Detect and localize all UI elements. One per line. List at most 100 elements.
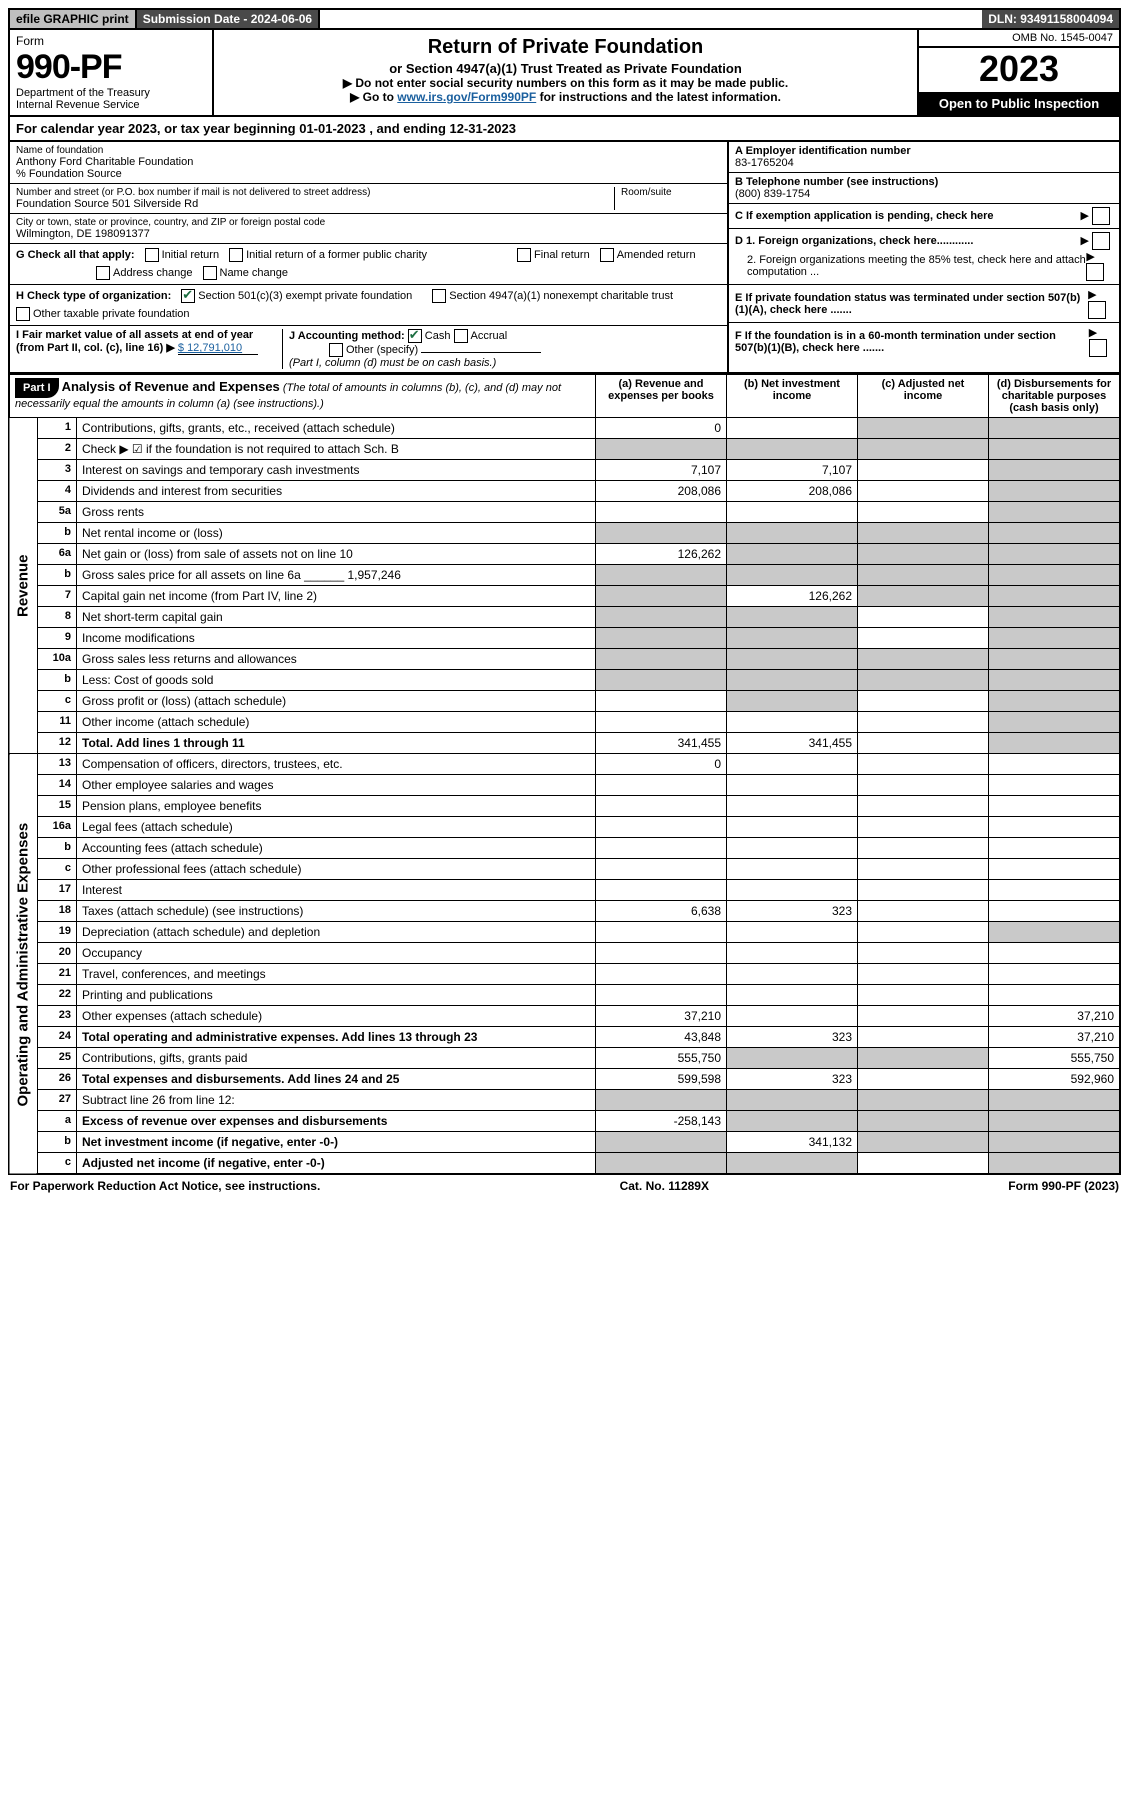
instructions-link[interactable]: www.irs.gov/Form990PF (397, 90, 536, 104)
table-row: 8Net short-term capital gain (9, 607, 1120, 628)
501c3-checkbox[interactable] (181, 289, 195, 303)
line-description: Depreciation (attach schedule) and deple… (77, 922, 596, 943)
cell-value (727, 775, 858, 796)
line-description: Accounting fees (attach schedule) (77, 838, 596, 859)
revenue-sidebar: Revenue (9, 418, 38, 754)
cell-value (989, 775, 1121, 796)
cell-value (727, 817, 858, 838)
line-description: Net rental income or (loss) (77, 523, 596, 544)
cash-method-checkbox[interactable] (408, 329, 422, 343)
table-row: 3Interest on savings and temporary cash … (9, 460, 1120, 481)
cell-value: 341,455 (596, 733, 727, 754)
cell-value: 323 (727, 1069, 858, 1090)
col-b-header: (b) Net investment income (727, 375, 858, 418)
foundation-name: Anthony Ford Charitable Foundation (16, 156, 721, 168)
cell-value (858, 1048, 989, 1069)
cell-value (596, 670, 727, 691)
cell-value (989, 901, 1121, 922)
exemption-pending-checkbox[interactable] (1092, 207, 1110, 225)
cell-value: 37,210 (596, 1006, 727, 1027)
cell-value (858, 544, 989, 565)
form-subtitle: or Section 4947(a)(1) Trust Treated as P… (220, 61, 911, 76)
line-description: Printing and publications (77, 985, 596, 1006)
final-return-checkbox[interactable] (517, 248, 531, 262)
foreign-85-checkbox[interactable] (1086, 263, 1104, 281)
cell-value (989, 1153, 1121, 1175)
table-row: Operating and Administrative Expenses13C… (9, 754, 1120, 775)
omb-number: OMB No. 1545-0047 (919, 30, 1119, 48)
address-change-checkbox[interactable] (96, 266, 110, 280)
phone: (800) 839-1754 (735, 188, 1113, 200)
efile-label[interactable]: efile GRAPHIC print (10, 10, 137, 28)
cell-value (858, 859, 989, 880)
open-inspection: Open to Public Inspection (919, 92, 1119, 115)
amended-return-checkbox[interactable] (600, 248, 614, 262)
cell-value (858, 754, 989, 775)
line-description: Compensation of officers, directors, tru… (77, 754, 596, 775)
cell-value: 7,107 (727, 460, 858, 481)
table-row: 27Subtract line 26 from line 12: (9, 1090, 1120, 1111)
line-description: Dividends and interest from securities (77, 481, 596, 502)
cell-value (596, 775, 727, 796)
foreign-org-checkbox[interactable] (1092, 232, 1110, 250)
line-number: 3 (38, 460, 77, 481)
table-row: 10aGross sales less returns and allowanc… (9, 649, 1120, 670)
cell-value (858, 817, 989, 838)
tax-year: 2023 (919, 48, 1119, 92)
line-number: b (38, 565, 77, 586)
cell-value (989, 712, 1121, 733)
cell-value (596, 859, 727, 880)
expenses-sidebar: Operating and Administrative Expenses (9, 754, 38, 1175)
line-number: 9 (38, 628, 77, 649)
table-row: bAccounting fees (attach schedule) (9, 838, 1120, 859)
line-number: 4 (38, 481, 77, 502)
cell-value (989, 439, 1121, 460)
cell-value: 592,960 (989, 1069, 1121, 1090)
other-taxable-checkbox[interactable] (16, 307, 30, 321)
table-row: 23Other expenses (attach schedule)37,210… (9, 1006, 1120, 1027)
name-change-checkbox[interactable] (203, 266, 217, 280)
cell-value (989, 460, 1121, 481)
line-description: Adjusted net income (if negative, enter … (77, 1153, 596, 1175)
cell-value (858, 880, 989, 901)
cell-value (858, 1153, 989, 1175)
part1-label: Part I (15, 378, 59, 398)
fmv-value[interactable]: $ 12,791,010 (178, 342, 258, 355)
entity-info: Name of foundation Anthony Ford Charitab… (8, 142, 1121, 374)
initial-public-checkbox[interactable] (229, 248, 243, 262)
other-method-checkbox[interactable] (329, 343, 343, 357)
line-description: Less: Cost of goods sold (77, 670, 596, 691)
line-number: 18 (38, 901, 77, 922)
accrual-method-checkbox[interactable] (454, 329, 468, 343)
cell-value: 6,638 (596, 901, 727, 922)
cell-value (727, 502, 858, 523)
form-title: Return of Private Foundation (220, 36, 911, 59)
line-description: Gross rents (77, 502, 596, 523)
initial-return-checkbox[interactable] (145, 248, 159, 262)
cell-value (596, 502, 727, 523)
cell-value (989, 1111, 1121, 1132)
cell-value (989, 817, 1121, 838)
cell-value (596, 796, 727, 817)
form-ref: Form 990-PF (2023) (1008, 1179, 1119, 1193)
cell-value (858, 523, 989, 544)
cell-value: 0 (596, 418, 727, 439)
dln: DLN: 93491158004094 (982, 10, 1119, 28)
line-description: Other expenses (attach schedule) (77, 1006, 596, 1027)
cell-value (989, 985, 1121, 1006)
cell-value (858, 481, 989, 502)
cell-value (727, 964, 858, 985)
line-description: Other income (attach schedule) (77, 712, 596, 733)
cell-value (989, 481, 1121, 502)
form-label: Form (16, 34, 206, 48)
table-row: 11Other income (attach schedule) (9, 712, 1120, 733)
cell-value (727, 418, 858, 439)
status-terminated-checkbox[interactable] (1088, 301, 1106, 319)
cell-value (858, 964, 989, 985)
4947-checkbox[interactable] (432, 289, 446, 303)
table-row: 26Total expenses and disbursements. Add … (9, 1069, 1120, 1090)
line-description: Pension plans, employee benefits (77, 796, 596, 817)
60-month-checkbox[interactable] (1089, 339, 1107, 357)
line-description: Total. Add lines 1 through 11 (77, 733, 596, 754)
table-row: cAdjusted net income (if negative, enter… (9, 1153, 1120, 1175)
